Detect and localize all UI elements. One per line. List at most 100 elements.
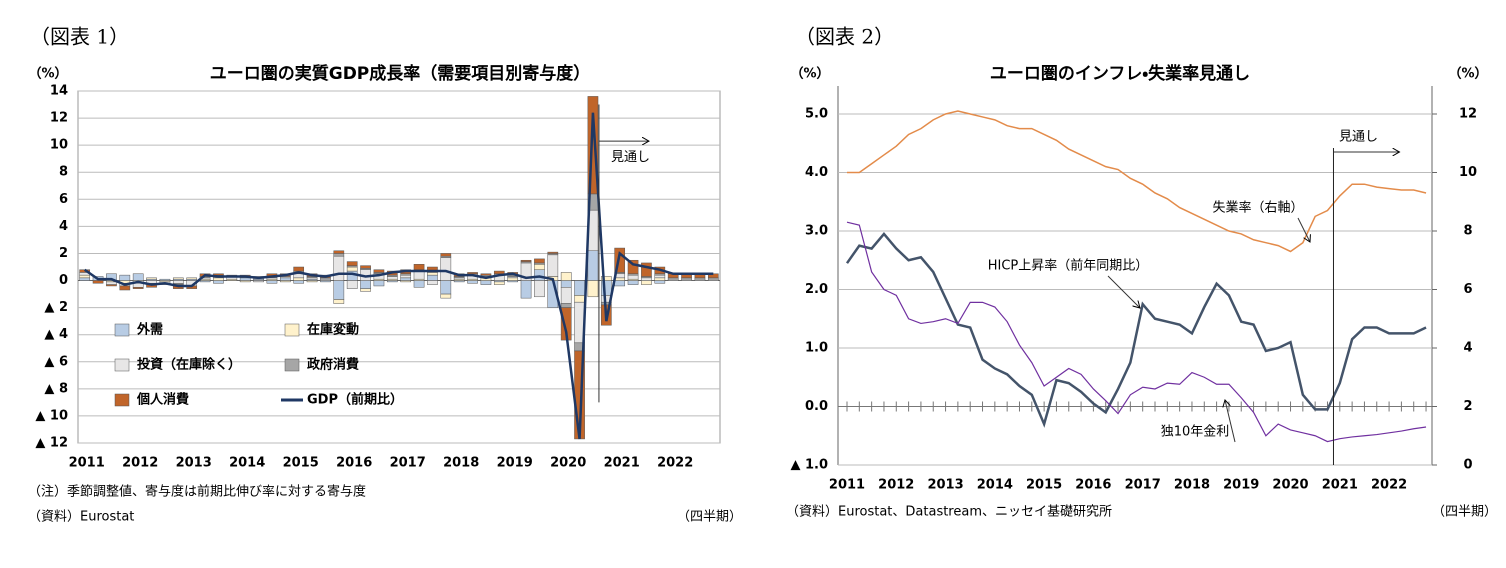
- bar-segment: [587, 250, 599, 281]
- legend-swatch: [114, 393, 130, 407]
- y-tick-label: ▲ 10: [35, 408, 68, 423]
- y-tick-label: ▲ 4: [44, 327, 68, 342]
- legend-label: 個人消費: [136, 392, 189, 408]
- bar-segment: [467, 272, 478, 275]
- x-tick-label: 2014: [977, 478, 1013, 493]
- x-tick-label: 2021: [604, 456, 640, 471]
- bar-segment: [560, 280, 572, 288]
- y-tick-label: 12: [50, 111, 68, 126]
- bar-segment: [92, 280, 104, 284]
- y-tick-label: 3.0: [805, 224, 828, 239]
- series-line: [847, 110, 1427, 253]
- bar-segment: [641, 280, 652, 285]
- bar-segment: [333, 250, 345, 254]
- bar-segment: [627, 259, 639, 275]
- bar-segment: [239, 277, 251, 281]
- y2-tick-label: 6: [1463, 282, 1472, 297]
- bar-segment: [560, 303, 572, 308]
- y2-tick-label: 0: [1463, 458, 1472, 473]
- bar-segment: [172, 277, 184, 280]
- x-unit: （四半期）: [1432, 505, 1497, 520]
- legend-swatch: [284, 323, 300, 337]
- x-tick-label: 2017: [390, 456, 426, 471]
- x-tick-label: 2014: [229, 456, 265, 471]
- bar-segment: [400, 280, 412, 283]
- bar-segment: [213, 280, 224, 284]
- x-tick-label: 2019: [1223, 478, 1259, 493]
- bar-segment: [119, 285, 131, 291]
- bar-segment: [520, 259, 532, 262]
- y-tick-label: 5.0: [805, 107, 828, 122]
- bar-segment: [146, 277, 157, 280]
- chart-title: ユーロ圏のインフレ・失業率見通し: [990, 63, 1250, 84]
- bar-segment: [427, 280, 438, 285]
- bar-segment: [507, 277, 519, 281]
- legend-swatch: [114, 358, 130, 372]
- bar-segment: [547, 251, 559, 254]
- bar-segment: [587, 96, 599, 195]
- x-tick-label: 2015: [1026, 478, 1062, 493]
- bar-segment: [427, 274, 438, 281]
- bar-segment: [534, 264, 545, 270]
- x-tick-label: 2016: [1075, 478, 1111, 493]
- annotation: 見通し: [611, 150, 650, 165]
- x-tick-label: 2011: [69, 456, 105, 471]
- bar-segment: [493, 281, 505, 285]
- figure-label: （図表 2）: [795, 25, 894, 49]
- y-tick-label: ▲ 8: [44, 381, 68, 396]
- chart-title: ユーロ圏の実質GDP成長率（需要項目別寄与度）: [210, 63, 591, 84]
- bar-segment: [333, 253, 345, 257]
- bar-segment: [627, 280, 639, 285]
- legend-label: 投資（在庫除く）: [137, 357, 241, 373]
- note: （資料）Eurostat: [28, 510, 134, 525]
- bar-segment: [534, 269, 545, 281]
- bar-segment: [654, 280, 666, 284]
- bar-segment: [79, 277, 91, 281]
- y-tick-label: 10: [50, 138, 68, 153]
- bar-segment: [360, 265, 371, 269]
- legend-label: 在庫変動: [307, 322, 359, 338]
- bar-segment: [614, 280, 626, 287]
- bar-segment: [293, 277, 305, 281]
- bar-segment: [413, 264, 425, 270]
- bar-segment: [279, 280, 291, 283]
- bar-segment: [132, 287, 144, 289]
- gdp-line: [83, 112, 714, 440]
- y-tick-label: 4.0: [805, 165, 828, 180]
- bar-segment: [346, 261, 358, 266]
- label-leader: [1297, 217, 1310, 242]
- x-tick-label: 2013: [927, 478, 963, 493]
- bar-segment: [560, 287, 572, 304]
- y-tick-label: ▲ 12: [35, 436, 68, 451]
- x-tick-label: 2022: [657, 456, 693, 471]
- bar-segment: [534, 258, 545, 264]
- y-tick-label: 0: [59, 273, 68, 288]
- y-tick-label: 14: [50, 84, 68, 99]
- label-leader: [1225, 400, 1236, 443]
- x-tick-label: 2021: [1322, 478, 1358, 493]
- y2-tick-label: 4: [1463, 341, 1472, 356]
- y-tick-label: 0.0: [805, 399, 828, 414]
- x-tick-label: 2017: [1125, 478, 1161, 493]
- series-line: [845, 231, 1427, 428]
- y2-tick-label: 10: [1459, 165, 1477, 180]
- bar-segment: [360, 280, 371, 289]
- bar-segment: [627, 274, 639, 280]
- legend-swatch: [284, 358, 300, 372]
- bar-segment: [440, 293, 452, 299]
- bar-segment: [480, 273, 492, 276]
- bar-segment: [306, 280, 318, 283]
- bar-segment: [400, 274, 412, 279]
- y-tick-label: 2: [59, 246, 68, 261]
- legend-label: GDP（前期比）: [307, 392, 403, 408]
- bar-segment: [614, 277, 626, 281]
- bar-segment: [574, 280, 585, 296]
- x-tick-label: 2015: [283, 456, 319, 471]
- x-tick-label: 2012: [122, 456, 158, 471]
- bar-segment: [386, 276, 398, 280]
- bar-segment: [279, 277, 291, 281]
- bar-segment: [493, 270, 505, 275]
- x-tick-label: 2011: [829, 478, 865, 493]
- bar-segment: [413, 280, 425, 288]
